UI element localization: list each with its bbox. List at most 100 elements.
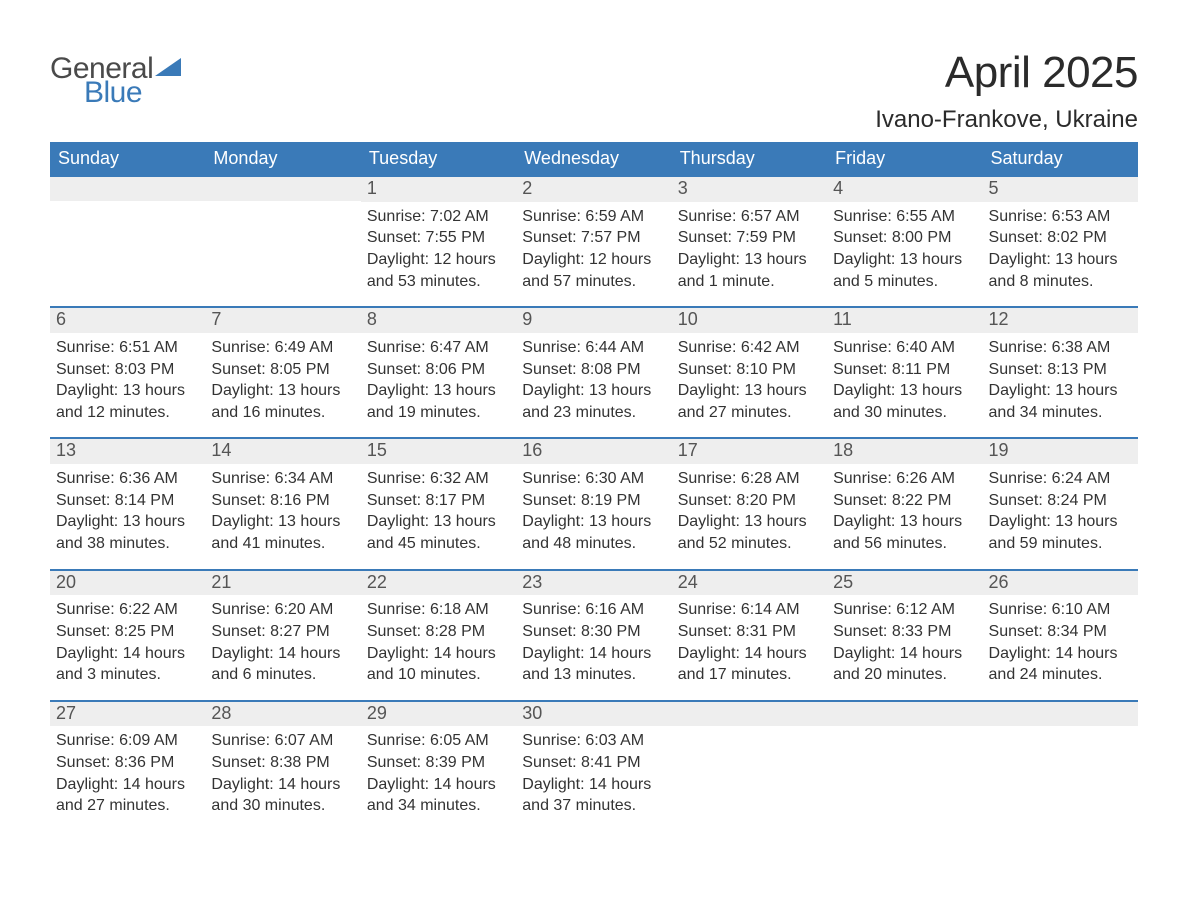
cell-body: Sunrise: 6:07 AMSunset: 8:38 PMDaylight:…: [205, 726, 360, 822]
cell-body: Sunrise: 6:18 AMSunset: 8:28 PMDaylight:…: [361, 595, 516, 691]
calendar-cell: 4Sunrise: 6:55 AMSunset: 8:00 PMDaylight…: [827, 177, 982, 298]
day-number: 27: [50, 702, 205, 727]
cell-body: Sunrise: 6:49 AMSunset: 8:05 PMDaylight:…: [205, 333, 360, 429]
cell-body: Sunrise: 6:40 AMSunset: 8:11 PMDaylight:…: [827, 333, 982, 429]
weekday-header: Thursday: [672, 142, 827, 177]
calendar-cell: 21Sunrise: 6:20 AMSunset: 8:27 PMDayligh…: [205, 571, 360, 692]
day-number: [205, 177, 360, 201]
weeks-container: 1Sunrise: 7:02 AMSunset: 7:55 PMDaylight…: [50, 177, 1138, 823]
sunrise-text: Sunrise: 6:38 AM: [989, 337, 1132, 359]
week-row: 27Sunrise: 6:09 AMSunset: 8:36 PMDayligh…: [50, 700, 1138, 823]
day-number: 5: [983, 177, 1138, 202]
calendar-cell: 29Sunrise: 6:05 AMSunset: 8:39 PMDayligh…: [361, 702, 516, 823]
cell-body: Sunrise: 6:22 AMSunset: 8:25 PMDaylight:…: [50, 595, 205, 691]
day-number: 11: [827, 308, 982, 333]
calendar-cell: 2Sunrise: 6:59 AMSunset: 7:57 PMDaylight…: [516, 177, 671, 298]
day-number: 21: [205, 571, 360, 596]
daylight-text: Daylight: 13 hours and 16 minutes.: [211, 380, 354, 423]
day-number: 23: [516, 571, 671, 596]
calendar-cell: 26Sunrise: 6:10 AMSunset: 8:34 PMDayligh…: [983, 571, 1138, 692]
calendar-cell: 3Sunrise: 6:57 AMSunset: 7:59 PMDaylight…: [672, 177, 827, 298]
cell-body: Sunrise: 6:26 AMSunset: 8:22 PMDaylight:…: [827, 464, 982, 560]
daylight-text: Daylight: 13 hours and 38 minutes.: [56, 511, 199, 554]
daylight-text: Daylight: 13 hours and 12 minutes.: [56, 380, 199, 423]
sunset-text: Sunset: 8:33 PM: [833, 621, 976, 643]
weekday-header: Monday: [205, 142, 360, 177]
daylight-text: Daylight: 12 hours and 57 minutes.: [522, 249, 665, 292]
calendar-cell: [205, 177, 360, 298]
sunrise-text: Sunrise: 6:44 AM: [522, 337, 665, 359]
sunrise-text: Sunrise: 6:51 AM: [56, 337, 199, 359]
sunrise-text: Sunrise: 6:07 AM: [211, 730, 354, 752]
day-number: 8: [361, 308, 516, 333]
cell-body: Sunrise: 6:03 AMSunset: 8:41 PMDaylight:…: [516, 726, 671, 822]
daylight-text: Daylight: 14 hours and 3 minutes.: [56, 643, 199, 686]
day-number: 28: [205, 702, 360, 727]
weekday-header: Saturday: [983, 142, 1138, 177]
calendar-cell: [672, 702, 827, 823]
cell-body: Sunrise: 6:10 AMSunset: 8:34 PMDaylight:…: [983, 595, 1138, 691]
calendar-cell: 14Sunrise: 6:34 AMSunset: 8:16 PMDayligh…: [205, 439, 360, 560]
sunrise-text: Sunrise: 6:10 AM: [989, 599, 1132, 621]
sunrise-text: Sunrise: 6:42 AM: [678, 337, 821, 359]
location-subtitle: Ivano-Frankove, Ukraine: [875, 106, 1138, 134]
sunset-text: Sunset: 8:13 PM: [989, 359, 1132, 381]
daylight-text: Daylight: 14 hours and 37 minutes.: [522, 774, 665, 817]
daylight-text: Daylight: 14 hours and 13 minutes.: [522, 643, 665, 686]
sunrise-text: Sunrise: 6:59 AM: [522, 206, 665, 228]
sail-icon: [155, 58, 181, 76]
cell-body: Sunrise: 6:53 AMSunset: 8:02 PMDaylight:…: [983, 202, 1138, 298]
calendar-cell: [827, 702, 982, 823]
weekday-header: Wednesday: [516, 142, 671, 177]
cell-body: Sunrise: 6:59 AMSunset: 7:57 PMDaylight:…: [516, 202, 671, 298]
daylight-text: Daylight: 14 hours and 30 minutes.: [211, 774, 354, 817]
calendar-cell: 13Sunrise: 6:36 AMSunset: 8:14 PMDayligh…: [50, 439, 205, 560]
daylight-text: Daylight: 14 hours and 20 minutes.: [833, 643, 976, 686]
daylight-text: Daylight: 13 hours and 48 minutes.: [522, 511, 665, 554]
weekday-header: Friday: [827, 142, 982, 177]
sunrise-text: Sunrise: 6:05 AM: [367, 730, 510, 752]
daylight-text: Daylight: 13 hours and 52 minutes.: [678, 511, 821, 554]
calendar-cell: 20Sunrise: 6:22 AMSunset: 8:25 PMDayligh…: [50, 571, 205, 692]
cell-body: Sunrise: 6:12 AMSunset: 8:33 PMDaylight:…: [827, 595, 982, 691]
weekday-header: Sunday: [50, 142, 205, 177]
daylight-text: Daylight: 13 hours and 59 minutes.: [989, 511, 1132, 554]
day-number: 20: [50, 571, 205, 596]
day-number: 10: [672, 308, 827, 333]
day-number: 17: [672, 439, 827, 464]
calendar-grid: Sunday Monday Tuesday Wednesday Thursday…: [50, 142, 1138, 823]
day-number: [50, 177, 205, 201]
calendar-cell: 28Sunrise: 6:07 AMSunset: 8:38 PMDayligh…: [205, 702, 360, 823]
day-number: 4: [827, 177, 982, 202]
calendar-cell: [983, 702, 1138, 823]
day-number: 19: [983, 439, 1138, 464]
sunset-text: Sunset: 8:06 PM: [367, 359, 510, 381]
daylight-text: Daylight: 14 hours and 10 minutes.: [367, 643, 510, 686]
day-number: 12: [983, 308, 1138, 333]
cell-body: Sunrise: 6:24 AMSunset: 8:24 PMDaylight:…: [983, 464, 1138, 560]
cell-body: Sunrise: 6:34 AMSunset: 8:16 PMDaylight:…: [205, 464, 360, 560]
day-number: 13: [50, 439, 205, 464]
sunset-text: Sunset: 8:03 PM: [56, 359, 199, 381]
calendar-cell: 11Sunrise: 6:40 AMSunset: 8:11 PMDayligh…: [827, 308, 982, 429]
sunset-text: Sunset: 8:16 PM: [211, 490, 354, 512]
calendar-cell: 17Sunrise: 6:28 AMSunset: 8:20 PMDayligh…: [672, 439, 827, 560]
sunrise-text: Sunrise: 6:20 AM: [211, 599, 354, 621]
sunset-text: Sunset: 8:38 PM: [211, 752, 354, 774]
sunrise-text: Sunrise: 6:16 AM: [522, 599, 665, 621]
sunset-text: Sunset: 7:55 PM: [367, 227, 510, 249]
sunrise-text: Sunrise: 6:36 AM: [56, 468, 199, 490]
cell-body: Sunrise: 6:44 AMSunset: 8:08 PMDaylight:…: [516, 333, 671, 429]
sunrise-text: Sunrise: 6:03 AM: [522, 730, 665, 752]
calendar-cell: [50, 177, 205, 298]
month-title: April 2025: [875, 48, 1138, 98]
cell-body: Sunrise: 6:38 AMSunset: 8:13 PMDaylight:…: [983, 333, 1138, 429]
calendar-cell: 25Sunrise: 6:12 AMSunset: 8:33 PMDayligh…: [827, 571, 982, 692]
day-number: 9: [516, 308, 671, 333]
calendar-cell: 30Sunrise: 6:03 AMSunset: 8:41 PMDayligh…: [516, 702, 671, 823]
calendar-cell: 7Sunrise: 6:49 AMSunset: 8:05 PMDaylight…: [205, 308, 360, 429]
sunrise-text: Sunrise: 6:32 AM: [367, 468, 510, 490]
weekday-header: Tuesday: [361, 142, 516, 177]
day-number: 30: [516, 702, 671, 727]
calendar-page: General Blue April 2025 Ivano-Frankove, …: [0, 0, 1188, 823]
